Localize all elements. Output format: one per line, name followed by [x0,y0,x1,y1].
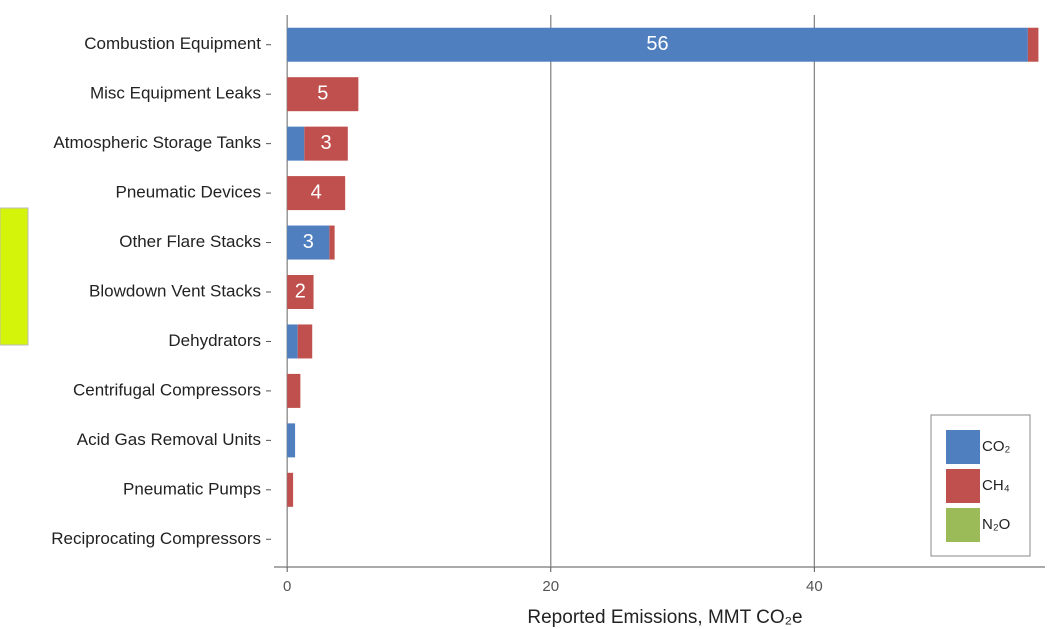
bar-segment [287,27,1028,62]
x-tick-label: 20 [542,578,559,595]
bar-segment [287,176,346,211]
y-tick-label: Atmospheric Storage Tanks [53,133,261,152]
y-tick-label: Reciprocating Compressors [51,529,261,548]
bar-segment [297,324,313,359]
value-label: 3 [303,231,314,253]
bar-segment [287,423,296,458]
value-label: 4 [311,181,322,203]
legend-swatch [946,469,980,503]
x-tick-label: 40 [806,578,823,595]
bar-segment [287,77,359,112]
y-tick-label: Combustion Equipment [84,34,261,53]
bar-segment [287,472,294,507]
bar-segment [329,225,335,260]
bar-segment [1027,27,1039,62]
legend-label: CH₄ [982,477,1010,494]
side-tab [0,207,29,346]
bar-segment [304,126,348,161]
legend-swatch [946,430,980,464]
x-axis-label: Reported Emissions, MMT CO₂e [527,607,802,628]
y-tick-label: Centrifugal Compressors [73,380,261,399]
x-tick-label: 0 [283,578,291,595]
bar-segment [287,275,314,309]
value-label: 5 [317,82,328,104]
bar-segment [287,225,330,260]
y-tick-label: Pneumatic Devices [115,183,261,202]
bar-segment [287,324,298,359]
y-tick-label: Other Flare Stacks [119,232,261,251]
legend-label: CO₂ [982,438,1011,455]
bar-segment [287,373,301,408]
value-label: 56 [646,33,668,55]
value-label: 2 [295,280,306,302]
value-label: 3 [320,132,331,154]
legend-box [930,414,1031,557]
bar-segment [287,126,305,161]
y-tick-label: Dehydrators [168,331,261,350]
legend-label: N₂O [982,516,1010,533]
y-tick-label: Blowdown Vent Stacks [89,281,261,300]
legend-swatch [946,508,980,542]
y-tick-label: Pneumatic Pumps [123,479,261,498]
y-tick-label: Acid Gas Removal Units [77,430,261,449]
y-tick-label: Misc Equipment Leaks [90,84,261,103]
